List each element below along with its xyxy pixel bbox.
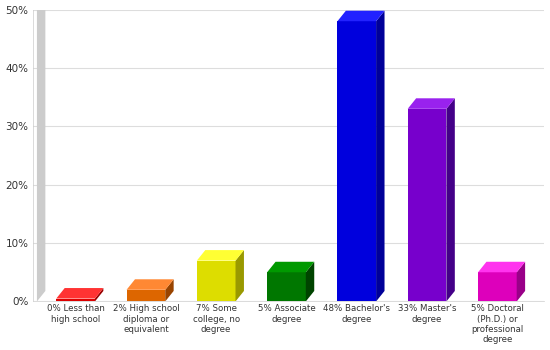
Polygon shape [126,290,165,301]
Polygon shape [516,262,525,301]
Polygon shape [267,272,306,301]
Polygon shape [56,299,95,301]
Polygon shape [447,98,455,301]
Polygon shape [267,262,314,272]
Polygon shape [306,262,314,301]
Polygon shape [478,272,516,301]
Polygon shape [37,0,541,9]
Polygon shape [408,98,455,109]
Polygon shape [37,0,45,301]
Polygon shape [197,261,235,301]
Polygon shape [197,250,244,261]
Polygon shape [95,288,103,301]
Polygon shape [235,250,244,301]
Polygon shape [126,279,174,290]
Polygon shape [376,11,384,301]
Polygon shape [165,279,174,301]
Polygon shape [338,21,376,301]
Polygon shape [338,11,384,21]
Polygon shape [56,288,103,299]
Polygon shape [408,109,447,301]
Polygon shape [478,262,525,272]
